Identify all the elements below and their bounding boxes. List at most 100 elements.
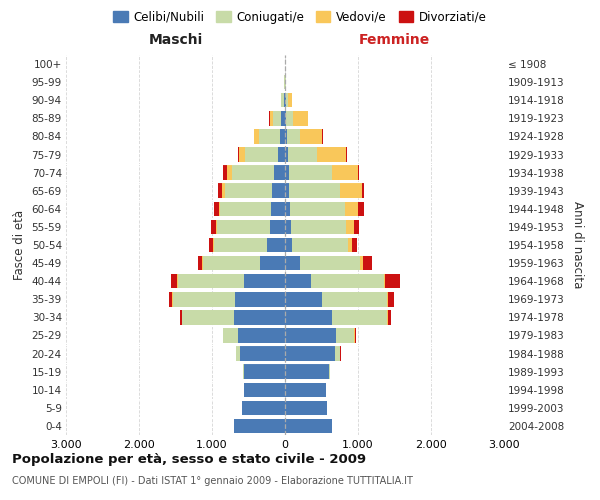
Bar	[362, 184, 364, 198]
Bar	[352, 238, 357, 252]
Bar	[234, 418, 285, 433]
Bar	[285, 184, 289, 198]
Bar	[340, 184, 362, 198]
Bar	[223, 328, 238, 342]
Bar	[345, 202, 358, 216]
Bar	[317, 148, 346, 162]
Bar	[287, 129, 301, 144]
Bar	[173, 292, 235, 306]
Bar	[387, 292, 388, 306]
Bar	[358, 166, 359, 180]
Bar	[254, 129, 259, 144]
Bar	[234, 310, 285, 324]
Bar	[336, 328, 355, 342]
Bar	[346, 148, 347, 162]
Bar	[285, 382, 326, 397]
Bar	[285, 364, 329, 379]
Bar	[360, 256, 363, 270]
Bar	[322, 292, 387, 306]
Bar	[284, 93, 285, 108]
Bar	[322, 129, 323, 144]
Text: Popolazione per età, sesso e stato civile - 2009: Popolazione per età, sesso e stato civil…	[12, 452, 366, 466]
Bar	[289, 184, 340, 198]
Bar	[242, 400, 285, 415]
Bar	[271, 202, 285, 216]
Bar	[235, 292, 285, 306]
Bar	[363, 256, 372, 270]
Bar	[285, 346, 335, 361]
Text: COMUNE DI EMPOLI (FI) - Dati ISTAT 1° gennaio 2009 - Elaborazione TUTTITALIA.IT: COMUNE DI EMPOLI (FI) - Dati ISTAT 1° ge…	[12, 476, 413, 486]
Bar	[214, 202, 218, 216]
Bar	[241, 346, 285, 361]
Bar	[285, 166, 289, 180]
Bar	[178, 274, 244, 288]
Bar	[285, 202, 290, 216]
Bar	[285, 238, 292, 252]
Bar	[218, 184, 222, 198]
Bar	[292, 238, 348, 252]
Bar	[340, 346, 341, 361]
Bar	[311, 274, 383, 288]
Bar	[288, 148, 317, 162]
Bar	[244, 274, 285, 288]
Bar	[245, 148, 278, 162]
Bar	[280, 129, 285, 144]
Bar	[329, 364, 330, 379]
Bar	[335, 346, 340, 361]
Bar	[232, 166, 274, 180]
Bar	[217, 220, 269, 234]
Bar	[286, 93, 288, 108]
Bar	[238, 328, 285, 342]
Text: Femmine: Femmine	[359, 33, 430, 47]
Bar	[388, 310, 391, 324]
Bar	[223, 166, 227, 180]
Bar	[268, 238, 285, 252]
Bar	[218, 202, 220, 216]
Bar	[281, 93, 284, 108]
Bar	[236, 346, 241, 361]
Bar	[288, 93, 292, 108]
Legend: Celibi/Nubili, Coniugati/e, Vedovi/e, Divorziati/e: Celibi/Nubili, Coniugati/e, Vedovi/e, Di…	[109, 6, 491, 28]
Bar	[209, 238, 214, 252]
Bar	[285, 400, 328, 415]
Bar	[238, 148, 239, 162]
Bar	[225, 184, 272, 198]
Bar	[239, 148, 245, 162]
Bar	[285, 328, 336, 342]
Bar	[285, 220, 291, 234]
Bar	[285, 292, 322, 306]
Bar	[281, 111, 285, 126]
Bar	[293, 111, 308, 126]
Bar	[285, 274, 311, 288]
Bar	[260, 256, 285, 270]
Bar	[289, 166, 332, 180]
Bar	[301, 129, 322, 144]
Bar	[346, 220, 353, 234]
Bar	[259, 129, 280, 144]
Bar	[285, 256, 299, 270]
Bar	[285, 148, 288, 162]
Bar	[199, 256, 202, 270]
Bar	[353, 220, 359, 234]
Bar	[388, 292, 394, 306]
Bar	[285, 418, 332, 433]
Bar	[244, 364, 285, 379]
Bar	[272, 184, 285, 198]
Bar	[203, 256, 260, 270]
Bar	[214, 238, 268, 252]
Bar	[358, 202, 364, 216]
Bar	[285, 310, 332, 324]
Bar	[278, 148, 285, 162]
Y-axis label: Anni di nascita: Anni di nascita	[571, 202, 584, 288]
Bar	[348, 238, 352, 252]
Bar	[269, 220, 285, 234]
Bar	[182, 310, 234, 324]
Bar	[274, 166, 285, 180]
Bar	[222, 184, 225, 198]
Bar	[285, 129, 287, 144]
Bar	[332, 310, 387, 324]
Bar	[291, 220, 346, 234]
Bar	[269, 111, 272, 126]
Bar	[169, 292, 172, 306]
Bar	[332, 166, 358, 180]
